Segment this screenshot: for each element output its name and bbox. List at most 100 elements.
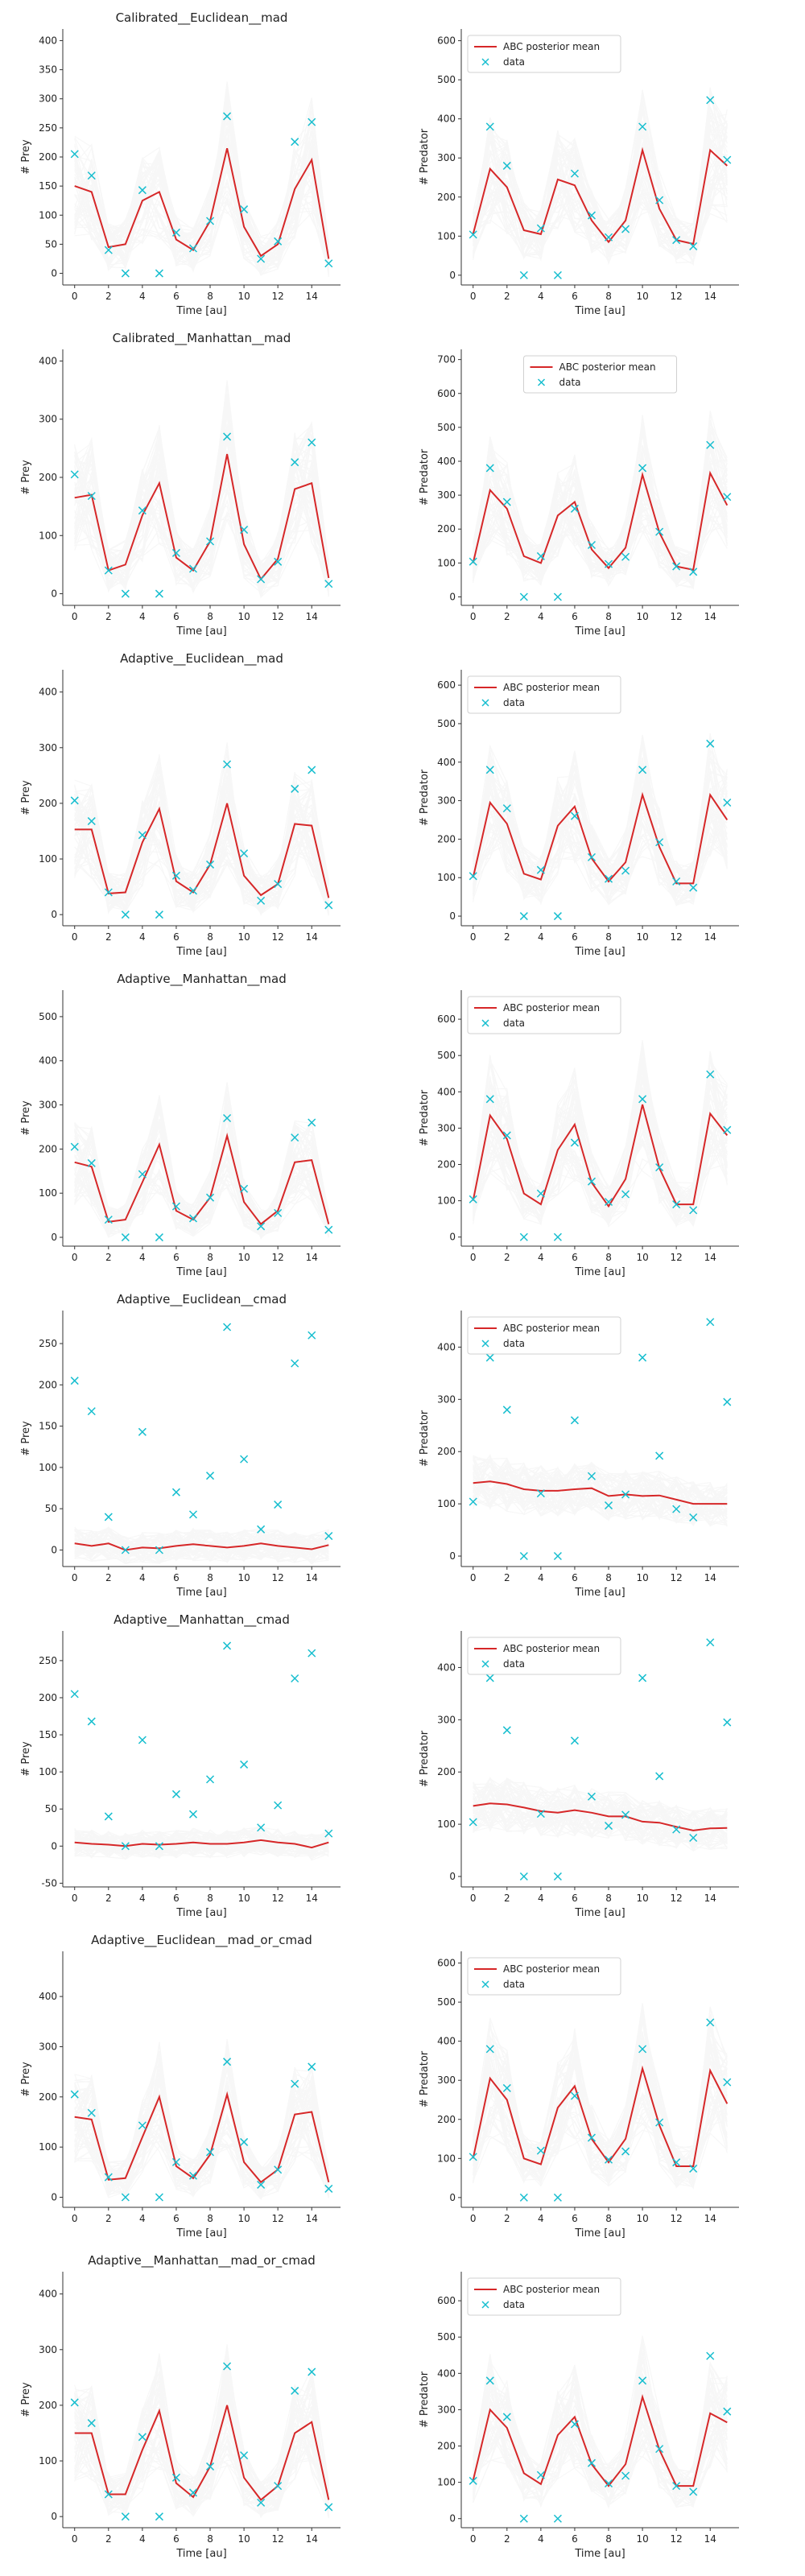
data-marker-stroke <box>274 557 283 566</box>
simulation-line <box>74 1829 329 1857</box>
simulation-line <box>473 1471 728 1518</box>
simulation-line <box>473 100 728 258</box>
data-point <box>689 1513 698 1522</box>
data-marker-stroke <box>87 2108 96 2117</box>
simulation-line <box>74 2366 329 2514</box>
y-tick-label: 300 <box>437 795 456 807</box>
data-point <box>87 2108 96 2117</box>
y-tick-label: 0 <box>449 1871 456 1882</box>
data-point <box>274 1501 283 1509</box>
simulation-line <box>473 137 728 261</box>
data-marker-stroke <box>519 2193 528 2202</box>
simulation-line <box>74 120 329 276</box>
simulation-line <box>74 147 329 262</box>
simulation-line <box>473 89 728 251</box>
simulation-line <box>473 2007 728 2186</box>
data-marker-stroke <box>519 1872 528 1881</box>
simulation-line <box>74 2074 329 2186</box>
data-marker-stroke <box>205 1193 215 1202</box>
subplot-title: Adaptive__Manhattan__mad <box>117 972 287 987</box>
data-point <box>121 2193 130 2202</box>
x-tick-label: 10 <box>636 931 648 943</box>
data-point <box>553 592 562 601</box>
data-point <box>138 2433 147 2442</box>
simulation-line <box>74 1831 329 1860</box>
data-point <box>570 2420 579 2429</box>
data-point <box>291 784 299 793</box>
data-marker-stroke <box>706 1318 715 1327</box>
data-point <box>291 2386 299 2395</box>
subplot-title: Calibrated__Euclidean__mad <box>116 10 288 26</box>
simulation-line <box>473 1788 728 1844</box>
data-marker-stroke <box>121 1842 130 1851</box>
simulation-line <box>74 2395 329 2519</box>
simulation-line <box>74 1530 329 1563</box>
simulation-line <box>473 87 728 256</box>
posterior-mean-line <box>74 147 330 259</box>
simulation-line <box>473 1781 728 1840</box>
data-marker-stroke <box>87 1407 96 1416</box>
data-point <box>723 2078 732 2087</box>
data-point <box>171 228 180 237</box>
simulation-line <box>473 474 728 583</box>
data-marker-stroke <box>553 270 562 279</box>
data-marker-stroke <box>655 838 664 847</box>
simulation-line <box>473 2025 728 2186</box>
simulation-line <box>473 124 728 249</box>
simulation-line <box>473 2067 728 2184</box>
simulation-line <box>74 1829 329 1851</box>
simulation-line <box>74 777 329 903</box>
simulation-line <box>473 1078 728 1228</box>
data-point <box>138 1427 147 1436</box>
data-marker-stroke <box>723 2078 732 2087</box>
data-point <box>171 2157 180 2166</box>
simulation-line <box>74 409 329 593</box>
data-marker-stroke <box>155 2193 163 2202</box>
x-tick-label: 6 <box>572 291 578 302</box>
x-tick-label: 12 <box>272 1893 284 1904</box>
simulation-line <box>473 2364 728 2504</box>
data-point <box>274 557 283 566</box>
data-point <box>223 1113 232 1123</box>
simulation-line <box>473 1072 728 1211</box>
x-tick-label: 14 <box>306 931 318 943</box>
simulation-line <box>473 473 728 581</box>
data-marker-stroke <box>485 766 494 774</box>
data-point <box>469 2153 477 2161</box>
y-tick-label: 200 <box>39 2400 57 2411</box>
simulation-line <box>473 1463 728 1517</box>
simulation-line <box>473 1051 728 1221</box>
simulation-line <box>473 2022 728 2181</box>
data-point <box>87 2419 96 2428</box>
data-point <box>536 1489 545 1498</box>
simulation-line <box>74 1830 329 1858</box>
x-tick-label: 4 <box>538 611 544 622</box>
data-point <box>655 2118 664 2127</box>
simulation-line <box>74 1120 329 1232</box>
subplot-3: Calibrated__Manhattan__mad01002003004000… <box>20 331 341 638</box>
x-tick-label: 10 <box>636 2533 648 2545</box>
data-point <box>324 580 333 588</box>
simulation-line <box>74 2052 329 2198</box>
x-tick-label: 14 <box>704 611 716 622</box>
y-axis-label: # Predator <box>419 2050 431 2107</box>
simulation-line <box>74 1530 329 1563</box>
data-point <box>621 552 630 561</box>
simulation-line <box>473 1087 728 1221</box>
data-point <box>621 1810 630 1819</box>
simulation-line <box>74 2095 329 2198</box>
data-point <box>706 2351 715 2360</box>
simulation-line <box>473 734 728 902</box>
data-marker-stroke <box>587 540 597 550</box>
simulation-line <box>74 1531 329 1563</box>
simulation-line <box>74 1531 329 1565</box>
simulation-line <box>473 1461 728 1521</box>
data-point <box>274 237 283 246</box>
y-tick-label: 300 <box>437 2404 456 2415</box>
legend-mean-label: ABC posterior mean <box>503 1002 600 1013</box>
y-axis-label: # Prey <box>20 460 32 495</box>
simulation-line <box>74 1096 329 1237</box>
data-marker-stroke <box>485 1095 494 1104</box>
simulation-line <box>473 1463 728 1517</box>
